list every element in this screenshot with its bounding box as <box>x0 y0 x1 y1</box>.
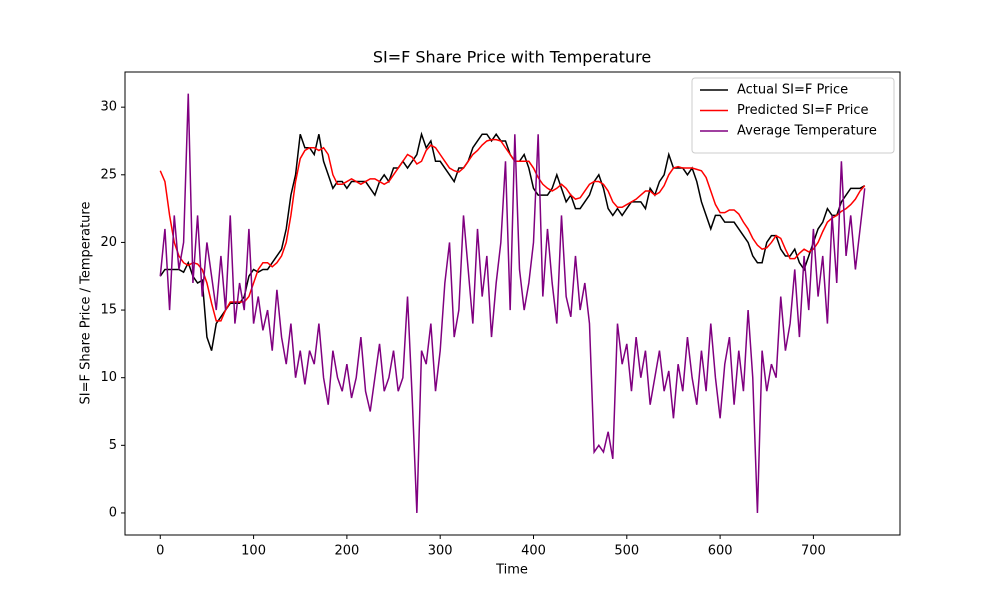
y-tick-label: 30 <box>100 100 117 115</box>
chart-title: SI=F Share Price with Temperature <box>373 48 651 67</box>
y-axis-label: SI=F Share Price / Temperature <box>79 202 94 405</box>
data-line <box>159 93 866 513</box>
y-tick-label: 0 <box>109 505 117 520</box>
x-tick-label: 600 <box>708 544 733 559</box>
y-tick-label: 10 <box>100 370 117 385</box>
x-tick-label: 300 <box>428 544 453 559</box>
data-line <box>159 138 866 322</box>
x-tick-label: 200 <box>334 544 359 559</box>
y-tick-label: 20 <box>100 235 117 250</box>
x-axis-label: Time <box>495 563 528 578</box>
y-tick-label: 5 <box>109 438 117 453</box>
x-tick-label: 400 <box>521 544 546 559</box>
y-tick-label: 15 <box>100 303 117 318</box>
x-tick-label: 500 <box>614 544 639 559</box>
x-tick-label: 700 <box>801 544 826 559</box>
axes-frame <box>124 71 901 536</box>
x-tick-label: 100 <box>241 544 266 559</box>
legend-label: Predicted SI=F Price <box>737 103 868 118</box>
x-tick-label: 0 <box>156 544 164 559</box>
legend-box <box>691 77 895 154</box>
y-tick-label: 25 <box>100 167 117 182</box>
legend-label: Average Temperature <box>737 124 877 139</box>
legend-label: Actual SI=F Price <box>737 83 848 98</box>
